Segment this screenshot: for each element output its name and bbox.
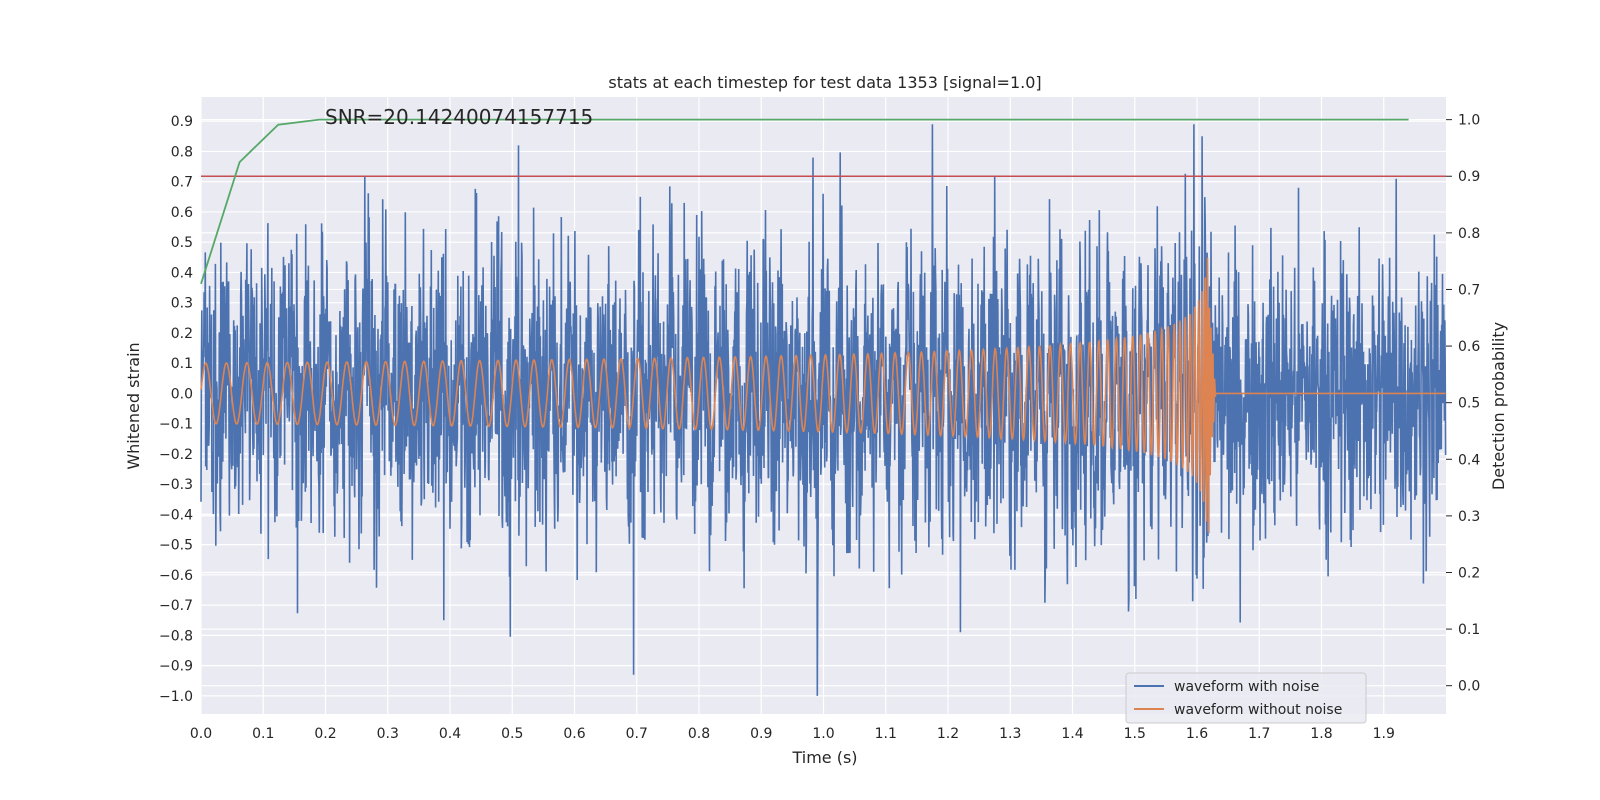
x-axis-title: Time (s) (791, 748, 857, 767)
y-tick-label: −0.3 (159, 477, 193, 493)
y-tick-label: −0.2 (159, 447, 193, 463)
x-tick-label: 1.3 (999, 726, 1021, 742)
legend: waveform with noise waveform without noi… (1125, 672, 1367, 724)
series-waveform-with-noise (200, 124, 1447, 696)
y-tick-label: 0.0 (171, 386, 193, 402)
y2-tick-label: 0.8 (1458, 226, 1480, 242)
y-tick-label: −0.8 (159, 628, 193, 644)
x-tick-label: 0.2 (314, 726, 336, 742)
y-tick-label: 0.7 (171, 175, 193, 191)
y-tick-label: −0.7 (159, 598, 193, 614)
y2-tick-label: 0.5 (1458, 396, 1480, 412)
x-tick-label: 0.8 (688, 726, 710, 742)
y-tick-label: 0.1 (171, 356, 193, 372)
x-tick-label: 1.5 (1124, 726, 1146, 742)
x-tick-label: 0.5 (501, 726, 523, 742)
y2-tick-label: 0.7 (1458, 282, 1480, 298)
x-tick-label: 1.7 (1248, 726, 1270, 742)
y-axis-title: Whitened strain (124, 342, 143, 469)
x-tick-label: 1.6 (1186, 726, 1208, 742)
y-tick-label: 0.5 (171, 235, 193, 251)
series-detection-probability (200, 118, 1409, 285)
y-tick-label: 0.9 (171, 114, 193, 130)
legend-label-clean: waveform without noise (1174, 702, 1342, 718)
y-tick-label: 0.8 (171, 144, 193, 160)
x-axis-ticks: 0.0 0.1 0.2 0.3 0.4 0.5 0.6 0.7 0.8 0.9 1.0 1.1 1.2 1… (190, 726, 1395, 742)
x-tick-label: 0.9 (750, 726, 772, 742)
x-tick-label: 0.0 (190, 726, 212, 742)
y-tick-label: 0.3 (171, 296, 193, 312)
y2-axis-ticks: 1.0 0.9 0.8 0.7 0.6 0.5 0.4 0.3 0.2 0.1 0.0 (1446, 113, 1480, 695)
y2-tick-label: 0.4 (1458, 452, 1480, 468)
legend-box (1125, 672, 1367, 724)
x-tick-label: 1.2 (937, 726, 959, 742)
y-tick-label: −0.5 (159, 538, 193, 554)
x-tick-label: 0.1 (252, 726, 274, 742)
y2-axis-title: Detection probability (1489, 322, 1508, 490)
y-tick-label: −0.6 (159, 568, 193, 584)
series-waveform-without-noise (200, 257, 1446, 533)
y-tick-label: −1.0 (159, 689, 193, 705)
x-tick-label: 0.4 (439, 726, 461, 742)
snr-annotation: SNR=20.14240074157715 (325, 105, 593, 129)
y2-tick-label: 0.2 (1458, 565, 1480, 581)
y2-tick-label: 0.0 (1458, 679, 1480, 695)
x-tick-label: 1.4 (1061, 726, 1083, 742)
y-axis-ticks: 0.9 0.8 0.7 0.6 0.5 0.4 0.3 0.2 0.1 0.0 −0.1 −0.2 −0… (159, 114, 193, 705)
y-tick-label: 0.6 (171, 205, 193, 221)
y2-tick-label: 0.1 (1458, 622, 1480, 638)
y-tick-label: −0.4 (159, 507, 193, 523)
x-tick-label: 1.1 (875, 726, 897, 742)
x-tick-label: 0.3 (377, 726, 399, 742)
y-tick-label: 0.4 (171, 265, 193, 281)
y-tick-label: −0.1 (159, 417, 193, 433)
x-tick-label: 0.6 (563, 726, 585, 742)
x-tick-label: 1.0 (812, 726, 834, 742)
chart-title: stats at each timestep for test data 135… (608, 73, 1041, 92)
legend-label-noise: waveform with noise (1174, 679, 1319, 695)
series-layer (200, 118, 1447, 696)
y-tick-label: −0.9 (159, 659, 193, 675)
x-tick-label: 1.8 (1310, 726, 1332, 742)
y2-tick-label: 0.3 (1458, 509, 1480, 525)
x-tick-label: 1.9 (1373, 726, 1395, 742)
y2-tick-label: 0.6 (1458, 339, 1480, 355)
y-tick-label: 0.2 (171, 326, 193, 342)
y2-tick-label: 0.9 (1458, 169, 1480, 185)
y2-tick-label: 1.0 (1458, 113, 1480, 129)
x-tick-label: 0.7 (626, 726, 648, 742)
